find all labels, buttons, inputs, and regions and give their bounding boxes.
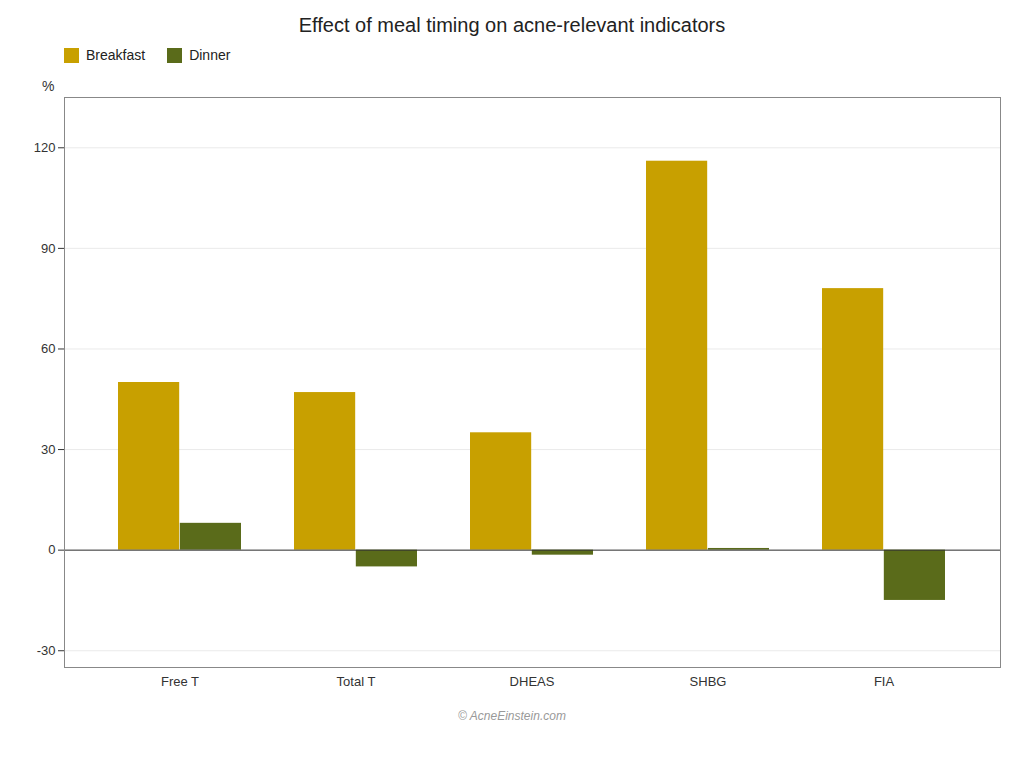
svg-text:%: % <box>42 78 54 94</box>
svg-text:SHBG: SHBG <box>690 674 727 689</box>
svg-text:-30: -30 <box>37 643 56 658</box>
svg-text:90: 90 <box>41 241 55 256</box>
svg-text:0: 0 <box>48 542 55 557</box>
svg-text:60: 60 <box>41 341 55 356</box>
svg-text:30: 30 <box>41 442 55 457</box>
svg-text:Total T: Total T <box>337 674 376 689</box>
html-text:© AcneEinstein.com: © AcneEinstein.com <box>458 709 566 723</box>
svg-text:120: 120 <box>34 140 56 155</box>
html-text:Breakfast: Breakfast <box>86 47 146 63</box>
svg-text:DHEAS: DHEAS <box>510 674 555 689</box>
html-text:Effect of meal timing on acne-: Effect of meal timing on acne-relevant i… <box>298 14 726 36</box>
svg-text:FIA: FIA <box>874 674 895 689</box>
svg-text:Free T: Free T <box>161 674 199 689</box>
html-text:Dinner: Dinner <box>189 47 231 63</box>
